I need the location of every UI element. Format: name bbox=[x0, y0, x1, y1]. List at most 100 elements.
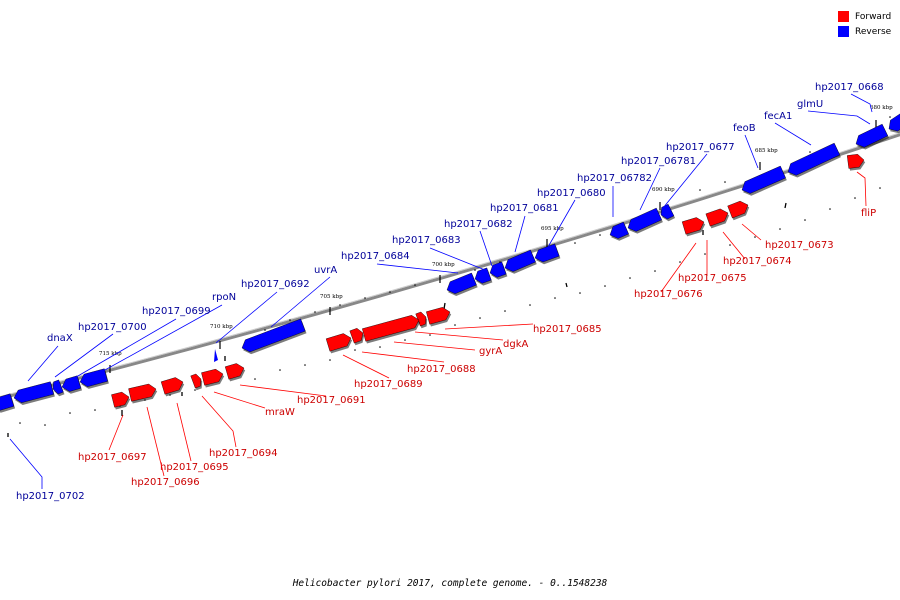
gene-label-hp2017-0695: hp2017_0695 bbox=[160, 462, 229, 473]
reverse-gene-arrow-3 bbox=[61, 375, 82, 392]
reverse-gene-arrow-1 bbox=[13, 381, 54, 403]
scale-dot-48 bbox=[809, 151, 811, 153]
gene-label-hp2017-0681: hp2017_0681 bbox=[490, 203, 559, 214]
gene-label-feca1: fecA1 bbox=[764, 111, 792, 122]
leader-hp2017-0673 bbox=[741, 223, 762, 241]
gene-label-uvra: uvrA bbox=[314, 265, 337, 276]
scale-dot-36 bbox=[314, 311, 316, 313]
forward-gene-arrow-5 bbox=[415, 311, 427, 327]
leader-hp2017-0689 bbox=[342, 354, 390, 379]
leader-feca1 bbox=[774, 122, 812, 146]
reverse-gene-arrow-11 bbox=[609, 221, 629, 239]
reverse-gene-arrow-13 bbox=[660, 203, 675, 220]
leader-gyra bbox=[393, 341, 476, 351]
scale-dot-16 bbox=[454, 324, 456, 326]
leader-hp2017-0677 bbox=[662, 153, 708, 209]
scale-dot-25 bbox=[679, 261, 681, 263]
track-tick-2 bbox=[565, 282, 568, 288]
gene-label-hp2017-0680: hp2017_0680 bbox=[537, 188, 606, 199]
gene-label-hp2017-0675: hp2017_0675 bbox=[678, 273, 747, 284]
leader-feob bbox=[744, 134, 759, 169]
leader-hp2017-0696 bbox=[146, 406, 165, 477]
forward-gene-arrow-4 bbox=[426, 307, 451, 325]
kbp-label-710-kbp: 710 kbp bbox=[210, 324, 233, 330]
kbp-label-685-kbp: 685 kbp bbox=[755, 148, 778, 154]
leader-flip bbox=[856, 171, 867, 207]
genome-caption: Helicobacter pylori 2017, complete genom… bbox=[292, 578, 608, 589]
scale-dot-49 bbox=[889, 116, 891, 118]
scale-dot-10 bbox=[304, 364, 306, 366]
legend-forward: Forward bbox=[838, 9, 891, 24]
kbp-label-695-kbp: 695 kbp bbox=[541, 226, 564, 232]
gene-label-hp2017-0694: hp2017_0694 bbox=[209, 448, 278, 459]
forward-gene-arrow-14 bbox=[111, 391, 130, 408]
reverse-gene-arrow-5 bbox=[241, 318, 306, 353]
scale-dot-29 bbox=[779, 228, 781, 230]
reverse-gene-arrow-2 bbox=[52, 379, 64, 395]
legend-forward-label: Forward bbox=[855, 11, 892, 22]
reverse-gene-arrow-15 bbox=[787, 142, 841, 176]
track-tick-3 bbox=[443, 302, 446, 310]
gene-label-dgka: dgkA bbox=[503, 339, 528, 350]
forward-gene-arrow-8 bbox=[325, 333, 352, 352]
scale-dot-0 bbox=[19, 422, 21, 424]
leader-uvra bbox=[270, 276, 331, 328]
scale-dot-19 bbox=[529, 304, 531, 306]
leader-hp2017-0700 bbox=[54, 333, 114, 378]
gene-label-hp2017-0668: hp2017_0668 bbox=[815, 82, 884, 93]
gene-label-gyra: gyrA bbox=[479, 346, 502, 357]
gene-label-hp2017-0699: hp2017_0699 bbox=[142, 306, 211, 317]
reverse-gene-arrow-9 bbox=[504, 249, 536, 272]
gene-label-hp2017-0682: hp2017_0682 bbox=[444, 219, 513, 230]
gene-label-flip: fliP bbox=[861, 208, 876, 219]
reverse-swatch bbox=[838, 26, 849, 37]
leader-glmu bbox=[807, 110, 871, 125]
forward-gene-arrow-10 bbox=[201, 368, 224, 386]
scale-dot-12 bbox=[354, 349, 356, 351]
kbp-label-690-kbp: 690 kbp bbox=[652, 187, 675, 193]
leader-hp2017-0685 bbox=[444, 323, 534, 330]
scale-dot-24 bbox=[654, 270, 656, 272]
leader-hp2017-0692 bbox=[215, 291, 278, 344]
gene-label-hp2017-0688: hp2017_0688 bbox=[407, 364, 476, 375]
scale-dot-40 bbox=[414, 284, 416, 286]
gene-label-dnax: dnaX bbox=[47, 333, 73, 344]
gene-label-hp2017-06782: hp2017_06782 bbox=[577, 173, 652, 184]
gene-label-hp2017-0691: hp2017_0691 bbox=[297, 395, 366, 406]
gene-label-hp2017-0674: hp2017_0674 bbox=[723, 256, 792, 267]
reverse-gene-arrow-4 bbox=[79, 368, 108, 387]
scale-dot-18 bbox=[504, 310, 506, 312]
gene-label-hp2017-0700: hp2017_0700 bbox=[78, 322, 147, 333]
gene-label-hp2017-0692: hp2017_0692 bbox=[241, 279, 310, 290]
gene-label-hp2017-0702: hp2017_0702 bbox=[16, 491, 85, 502]
scale-dot-30 bbox=[804, 219, 806, 221]
track-tick-0 bbox=[784, 202, 787, 209]
scale-dot-23 bbox=[629, 277, 631, 279]
scale-dot-28 bbox=[754, 236, 756, 238]
leader-dgka bbox=[414, 331, 504, 341]
forward-swatch bbox=[838, 11, 849, 22]
scale-dot-8 bbox=[254, 378, 256, 380]
scale-dot-22 bbox=[604, 285, 606, 287]
scale-dot-15 bbox=[429, 334, 431, 336]
leader-hp2017-0681 bbox=[514, 215, 526, 253]
leader-hp2017-0688 bbox=[361, 351, 445, 363]
scale-dot-9 bbox=[279, 369, 281, 371]
gene-label-hp2017-0677: hp2017_0677 bbox=[666, 142, 735, 153]
scale-dot-35 bbox=[289, 319, 291, 321]
leader-hp2017-0691 bbox=[239, 384, 327, 397]
reverse-gene-arrow-16 bbox=[855, 123, 889, 148]
gene-label-hp2017-0697: hp2017_0697 bbox=[78, 452, 147, 463]
scale-dot-3 bbox=[94, 409, 96, 411]
gene-label-hp2017-0676: hp2017_0676 bbox=[634, 289, 703, 300]
gene-label-feob: feoB bbox=[733, 123, 756, 134]
reverse-gene-arrow-0 bbox=[0, 393, 15, 411]
scale-dot-47 bbox=[724, 181, 726, 183]
gene-label-hp2017-0684: hp2017_0684 bbox=[341, 251, 410, 262]
forward-gene-arrow-2 bbox=[705, 208, 729, 227]
gene-label-hp2017-06781: hp2017_06781 bbox=[621, 156, 696, 167]
forward-gene-arrow-13 bbox=[128, 383, 157, 402]
leader-hp2017-0676 bbox=[660, 242, 697, 293]
scale-dot-37 bbox=[339, 304, 341, 306]
reverse-gene-arrow-7 bbox=[474, 267, 492, 284]
